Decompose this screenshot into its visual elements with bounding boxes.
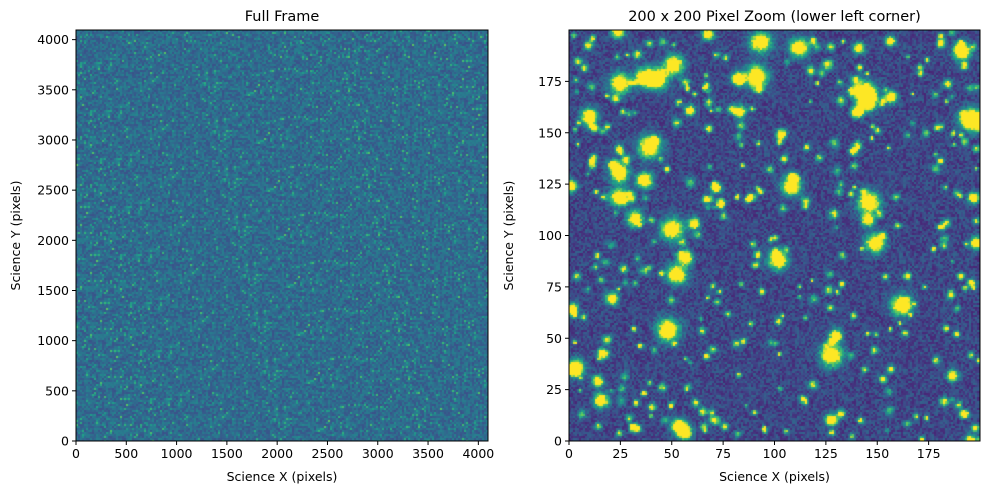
y-tick-label: 0 bbox=[554, 434, 562, 449]
y-tick-label: 3500 bbox=[37, 82, 69, 97]
x-tick-label: 100 bbox=[763, 446, 787, 461]
y-tick-label: 175 bbox=[538, 74, 562, 89]
x-tick-label: 2000 bbox=[261, 446, 293, 461]
y-tick-label: 3000 bbox=[37, 132, 69, 147]
x-tick-label: 125 bbox=[814, 446, 838, 461]
x-tick-label: 25 bbox=[612, 446, 628, 461]
y-tick-label: 2000 bbox=[37, 233, 69, 248]
full-frame-panel: 0 500 1000 1500 2000 2500 3000 3500 4000 0 500 1000… bbox=[8, 9, 494, 484]
heatmap-image bbox=[569, 30, 980, 441]
y-tick-label: 4000 bbox=[37, 32, 69, 47]
y-tick-label: 50 bbox=[546, 331, 562, 346]
heatmap-image bbox=[76, 30, 488, 441]
zoom-panel: 0 25 50 75 100 125 150 175 0 25 50 75 100 125 150 175 20… bbox=[501, 9, 981, 484]
x-tick-label: 2500 bbox=[312, 446, 344, 461]
y-tick-label: 25 bbox=[546, 382, 562, 397]
x-tick-label: 3500 bbox=[412, 446, 444, 461]
x-axis-label: Science X (pixels) bbox=[719, 469, 830, 484]
x-tick-label: 75 bbox=[715, 446, 731, 461]
y-tick-label: 0 bbox=[61, 434, 69, 449]
x-tick-label: 3000 bbox=[362, 446, 394, 461]
x-tick-label: 150 bbox=[865, 446, 889, 461]
axes-frame bbox=[75, 29, 489, 442]
x-tick-label: 1000 bbox=[161, 446, 193, 461]
x-tick-label: 0 bbox=[72, 446, 80, 461]
y-tick-label: 2500 bbox=[37, 183, 69, 198]
y-tick-label: 100 bbox=[538, 228, 562, 243]
y-tick-label: 1500 bbox=[37, 283, 69, 298]
x-tick-label: 1500 bbox=[211, 446, 243, 461]
x-tick-label: 500 bbox=[114, 446, 138, 461]
x-tick-label: 50 bbox=[664, 446, 680, 461]
x-tick-label: 0 bbox=[565, 446, 573, 461]
y-tick-label: 75 bbox=[546, 279, 562, 294]
x-tick-label: 4000 bbox=[462, 446, 494, 461]
chart-title: 200 x 200 Pixel Zoom (lower left corner) bbox=[628, 9, 921, 25]
x-axis-label: Science X (pixels) bbox=[227, 469, 338, 484]
y-tick-label: 500 bbox=[45, 383, 69, 398]
y-tick-label: 1000 bbox=[37, 333, 69, 348]
chart-title: Full Frame bbox=[245, 9, 320, 25]
y-axis-label: Science Y (pixels) bbox=[8, 181, 23, 291]
y-tick-label: 150 bbox=[538, 125, 562, 140]
x-tick-label: 175 bbox=[917, 446, 941, 461]
y-tick-label: 125 bbox=[538, 177, 562, 192]
y-axis-label: Science Y (pixels) bbox=[501, 181, 516, 291]
